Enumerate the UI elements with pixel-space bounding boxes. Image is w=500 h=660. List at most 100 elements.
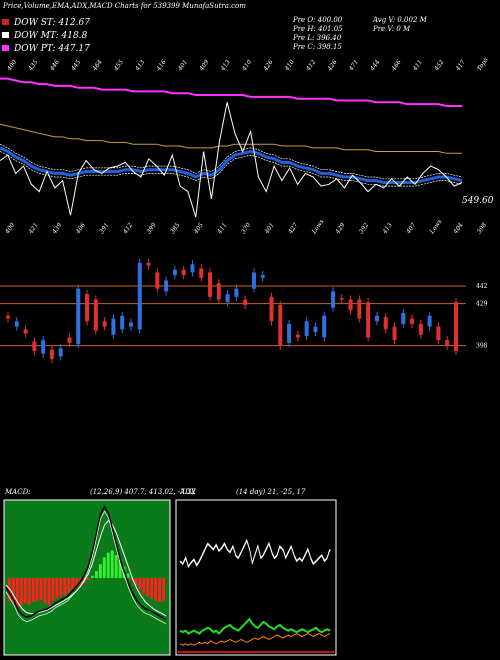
macd-line <box>5 505 167 621</box>
candle-body <box>32 341 37 352</box>
top-tick-label: 410 <box>240 59 253 73</box>
last-price-label: 549.60 <box>462 196 494 206</box>
pre-low: Pre L: 396.40 <box>292 34 342 42</box>
candle-body <box>190 264 195 273</box>
bottom-tick-label: 391 <box>98 222 110 235</box>
candle-body <box>146 262 151 266</box>
macd-hist-bar <box>59 578 63 597</box>
candle-body <box>58 348 63 357</box>
adx-params: (14 day) 21, -25, 17 <box>236 488 306 496</box>
bottom-tick-label: 406 <box>74 222 87 236</box>
macd-hist-bar <box>142 578 146 595</box>
top-tick-label: 455 <box>112 59 125 73</box>
bottom-tick-label: 385 <box>169 222 181 236</box>
candle-body <box>304 321 309 337</box>
adx-minus-di-line <box>179 633 331 646</box>
candle-body <box>181 269 186 276</box>
top-tick-label: 426 <box>326 59 339 73</box>
legend-label-pt: DOW PT: 447.17 <box>13 44 90 54</box>
top-tick-label: Tops <box>476 57 490 73</box>
candle-body <box>295 334 300 338</box>
bottom-tick-label: Lows <box>310 218 325 236</box>
macd-hist-bar <box>11 578 15 604</box>
macd-hist-bar <box>98 564 102 578</box>
bottom-tick-label: 404 <box>452 222 465 236</box>
macd-hist-bar <box>114 555 118 578</box>
pre-volume: Pre V: 0 M <box>372 25 411 33</box>
bottom-tick-label: 439 <box>51 222 64 236</box>
candle-body <box>93 299 98 331</box>
bottom-tick-label: 405 <box>192 222 205 236</box>
macd-hist-bar <box>75 578 79 588</box>
macd-hist-bar <box>15 578 19 607</box>
bottom-tick-label: 370 <box>240 222 252 236</box>
top-tick-label: 464 <box>91 59 104 73</box>
ema-mt-line <box>0 123 462 154</box>
candle-body <box>348 299 353 311</box>
macd-hist-bar <box>23 578 27 604</box>
macd-hist-bar <box>31 578 35 603</box>
candle-body <box>199 268 204 278</box>
candle-body <box>23 329 28 334</box>
macd-hist-bar <box>87 578 90 581</box>
candle-body <box>155 272 160 289</box>
candle-body <box>49 349 54 360</box>
top-tick-label: 426 <box>262 59 275 73</box>
candle-body <box>251 272 256 289</box>
pre-open: Pre O: 400.00 <box>292 16 343 24</box>
macd-hist-bar <box>67 578 71 593</box>
adx-plus-di-line <box>179 617 331 636</box>
macd-hist-bar <box>102 557 106 578</box>
candle-body <box>85 294 90 322</box>
ema-fast-line <box>0 146 463 184</box>
legend-swatch-mt <box>2 32 9 38</box>
top-tick-label: 471 <box>347 59 360 73</box>
adx-panel <box>175 499 337 656</box>
bottom-tick-label: 411 <box>216 222 229 236</box>
level-label: 429 <box>476 301 488 308</box>
candle-body <box>287 323 292 343</box>
pre-high: Pre H: 401.05 <box>292 25 343 33</box>
ema-pt-line <box>0 77 462 107</box>
candle-body <box>111 318 116 335</box>
macd-hist-bar <box>158 578 162 603</box>
candle-body <box>366 302 371 338</box>
macd-hist-bar <box>43 578 47 604</box>
candle-body <box>269 296 274 322</box>
top-tick-label: 446 <box>48 59 61 73</box>
macd-hist-bar <box>35 578 39 601</box>
bottom-tick-label: 399 <box>146 222 158 236</box>
candle-body <box>120 315 125 330</box>
bottom-tick-label: 401 <box>263 222 276 236</box>
candle-body <box>128 322 133 327</box>
top-tick-label: 444 <box>369 59 382 73</box>
macd-hist-bar <box>71 578 75 590</box>
ema-band-lower <box>0 151 463 187</box>
top-tick-label: 417 <box>454 59 467 73</box>
adx-background <box>175 499 337 656</box>
candle-body <box>357 299 362 319</box>
adx-line-inner <box>179 542 331 570</box>
legend-item-dow-mt: DOW MT: 418.8 <box>2 31 88 41</box>
adx-line <box>179 538 331 569</box>
candle-body <box>14 321 19 327</box>
macd-hist-bar <box>47 578 51 606</box>
candle-body <box>339 298 344 300</box>
macd-hist-bar <box>134 578 138 585</box>
macd-background <box>3 499 171 656</box>
macd-shadow-line <box>5 510 167 625</box>
legend-swatch-pt <box>2 45 9 51</box>
candle-body <box>454 302 458 352</box>
candle-panel: 442 429 398 <box>0 258 488 364</box>
macd-signal-line <box>5 519 167 617</box>
legend-item-dow-st: DOW ST: 412.67 <box>2 18 90 28</box>
candle-body <box>225 294 230 303</box>
candle-body <box>67 337 72 343</box>
candle-body <box>137 262 142 330</box>
macd-label: MACD: <box>4 488 31 496</box>
macd-hist-bar <box>146 578 150 597</box>
macd-hist-bar <box>51 578 55 601</box>
top-tick-label: 413 <box>134 59 147 73</box>
top-tick-label: 412 <box>304 59 317 73</box>
